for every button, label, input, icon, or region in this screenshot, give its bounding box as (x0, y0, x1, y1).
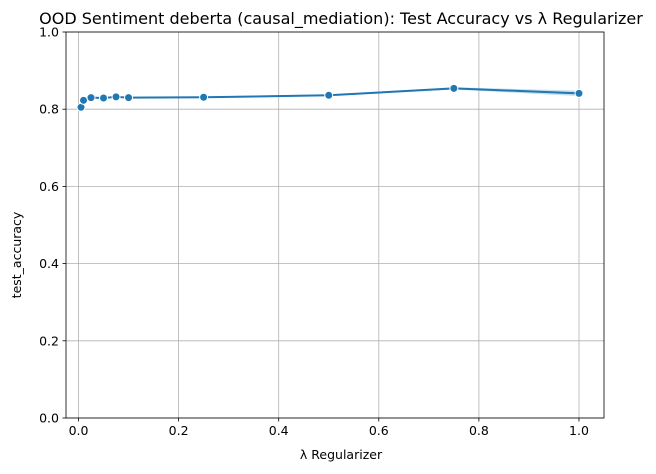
chart-title: OOD Sentiment deberta (causal_mediation)… (39, 9, 643, 29)
y-tick-label: 0.8 (39, 102, 59, 117)
data-point (199, 92, 209, 102)
data-point-layer (76, 83, 584, 112)
y-axis-ticks: 0.0 0.2 0.4 0.6 0.8 1.0 (39, 25, 66, 426)
y-tick-label: 0.2 (39, 333, 59, 348)
data-point (86, 93, 96, 103)
data-point (449, 83, 459, 93)
y-axis-label: test_accuracy (9, 211, 24, 298)
y-tick-label: 0.4 (39, 256, 59, 271)
data-point (79, 95, 89, 105)
x-tick-label: 0.4 (269, 423, 289, 438)
x-tick-label: 0.2 (169, 423, 189, 438)
x-tick-label: 0.8 (469, 423, 489, 438)
y-tick-label: 0.6 (39, 179, 59, 194)
plot-frame (65, 31, 605, 419)
x-tick-label: 1.0 (569, 423, 589, 438)
data-point (324, 90, 334, 100)
x-axis-label: λ Regularizer (300, 447, 383, 462)
data-point (124, 93, 134, 103)
data-point (111, 92, 121, 102)
data-point (99, 93, 109, 103)
y-tick-label: 0.0 (39, 411, 59, 426)
x-axis-ticks: 0.0 0.2 0.4 0.6 0.8 1.0 (69, 418, 589, 438)
y-tick-label: 1.0 (39, 25, 59, 40)
data-point (574, 88, 584, 98)
x-tick-label: 0.6 (369, 423, 389, 438)
x-tick-label: 0.0 (69, 423, 89, 438)
